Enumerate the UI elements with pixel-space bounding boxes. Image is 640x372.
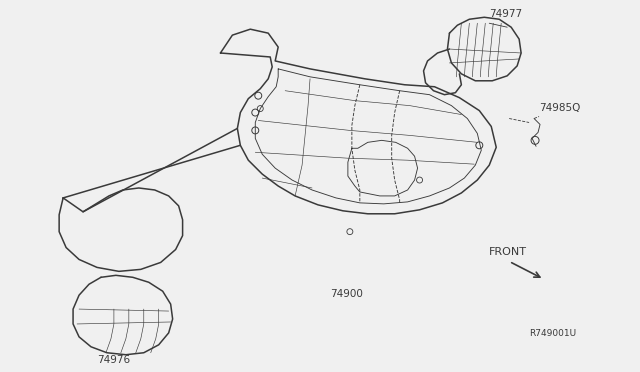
Text: 74985Q: 74985Q	[539, 103, 580, 113]
Text: 74900: 74900	[330, 289, 363, 299]
Text: FRONT: FRONT	[489, 247, 527, 257]
Text: 74977: 74977	[489, 9, 522, 19]
Text: 74976: 74976	[97, 355, 130, 365]
Text: R749001U: R749001U	[529, 329, 576, 338]
